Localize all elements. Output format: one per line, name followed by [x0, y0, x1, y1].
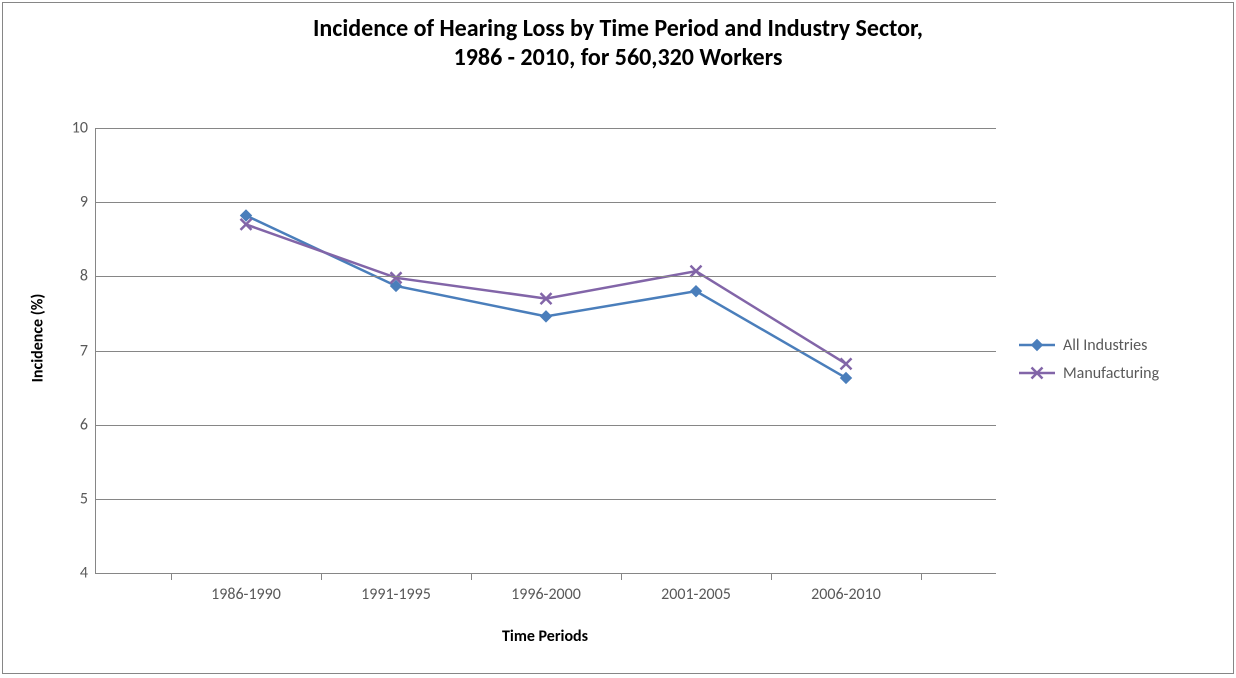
legend-item: All Industries	[1019, 333, 1159, 357]
x-tick-label: 1986-1990	[211, 573, 281, 604]
data-marker	[541, 311, 552, 322]
chart-title: Incidence of Hearing Loss by Time Period…	[3, 3, 1233, 73]
gridline	[96, 425, 996, 426]
y-tick-label: 10	[72, 119, 96, 138]
data-marker	[841, 372, 852, 383]
x-tick-label: 1996-2000	[511, 573, 581, 604]
legend-label: Manufacturing	[1063, 364, 1159, 383]
gridline	[96, 351, 996, 352]
gridline	[96, 499, 996, 500]
gridline	[96, 202, 996, 203]
legend-item: Manufacturing	[1019, 361, 1159, 385]
chart-title-line1: Incidence of Hearing Loss by Time Period…	[3, 15, 1233, 44]
gridline	[96, 276, 996, 277]
plot-area: 456789101986-19901991-19951996-20002001-…	[95, 128, 995, 573]
x-tick	[171, 573, 172, 580]
series-line	[246, 216, 846, 378]
y-tick-label: 5	[80, 489, 96, 508]
gridline	[96, 128, 996, 129]
chart-title-line2: 1986 - 2010, for 560,320 Workers	[3, 44, 1233, 73]
x-tick-label: 2006-2010	[811, 573, 881, 604]
x-tick	[471, 573, 472, 580]
legend-swatch	[1019, 363, 1055, 383]
data-marker	[841, 358, 852, 369]
y-tick-label: 9	[80, 193, 96, 212]
series-line	[246, 224, 846, 363]
x-tick-label: 2001-2005	[661, 573, 731, 604]
legend: All Industries Manufacturing	[1019, 329, 1159, 389]
y-tick-label: 7	[80, 341, 96, 360]
x-tick	[621, 573, 622, 580]
data-marker	[691, 286, 702, 297]
plot-border: 456789101986-19901991-19951996-20002001-…	[95, 128, 996, 574]
legend-swatch	[1019, 335, 1055, 355]
legend-label: All Industries	[1063, 336, 1147, 355]
x-tick	[921, 573, 922, 580]
y-tick-label: 4	[80, 564, 96, 583]
x-tick	[321, 573, 322, 580]
y-tick-label: 6	[80, 415, 96, 434]
y-tick-label: 8	[80, 267, 96, 286]
x-tick-label: 1991-1995	[361, 573, 431, 604]
x-axis-title: Time Periods	[95, 627, 995, 646]
chart-container: Incidence of Hearing Loss by Time Period…	[2, 2, 1234, 674]
y-axis-title: Incidence (%)	[29, 294, 48, 383]
x-tick	[771, 573, 772, 580]
